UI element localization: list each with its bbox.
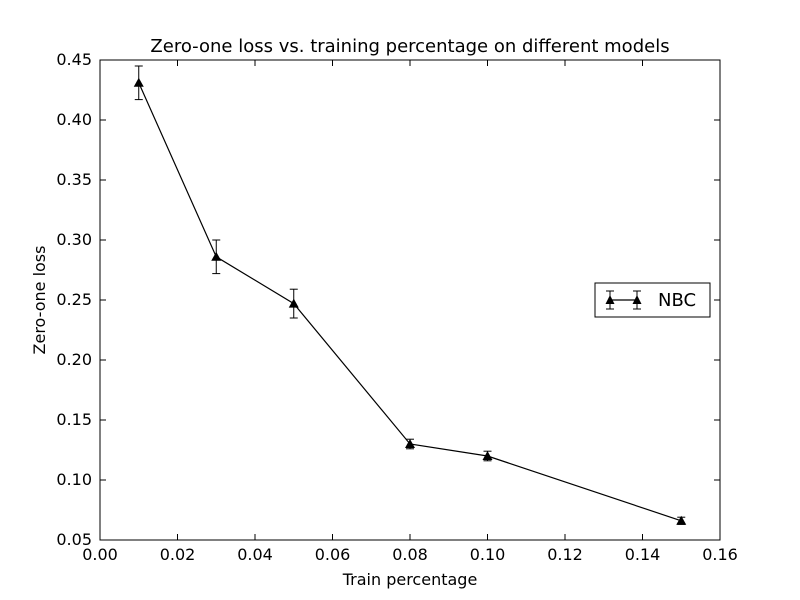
x-tick-label: 0.02: [160, 545, 196, 564]
x-axis-ticks: 0.00 0.02 0.04 0.06 0.08 0.10 0.12 0.14 0.16: [82, 60, 738, 564]
y-tick-label: 0.05: [56, 530, 92, 549]
data-point-marker: [405, 439, 415, 448]
y-axis-label: Zero-one loss: [30, 246, 49, 355]
legend-marker-left: [605, 295, 615, 304]
y-tick-label: 0.10: [56, 470, 92, 489]
x-tick-label: 0.10: [470, 545, 506, 564]
x-axis-label: Train percentage: [342, 570, 478, 589]
y-axis-ticks: 0.05 0.10 0.15 0.20 0.25 0.30 0.35 0.40 0.45: [56, 50, 720, 549]
data-point-marker: [211, 251, 222, 261]
legend-label: NBC: [658, 290, 696, 311]
x-tick-label: 0.16: [702, 545, 738, 564]
y-tick-label: 0.30: [56, 230, 92, 249]
data-point-marker: [676, 515, 687, 525]
y-tick-label: 0.15: [56, 410, 92, 429]
y-tick-label: 0.45: [56, 50, 92, 69]
series-line-nbc: [138, 82, 682, 522]
legend-marker-right: [632, 295, 642, 304]
y-tick-label: 0.25: [56, 290, 92, 309]
series-layer: [133, 65, 687, 525]
data-point-marker: [288, 298, 299, 308]
x-tick-label: 0.14: [625, 545, 661, 564]
x-tick-label: 0.08: [392, 545, 428, 564]
chart-title: Zero-one loss vs. training percentage on…: [150, 36, 669, 57]
y-tick-label: 0.40: [56, 110, 92, 129]
y-tick-label: 0.20: [56, 350, 92, 369]
x-tick-label: 0.04: [237, 545, 273, 564]
x-tick-label: 0.00: [82, 545, 118, 564]
x-tick-label: 0.06: [315, 545, 351, 564]
legend: NBC: [594, 282, 711, 318]
x-tick-label: 0.12: [547, 545, 583, 564]
data-point-marker: [133, 77, 144, 87]
data-point-marker: [482, 451, 493, 460]
y-tick-label: 0.35: [56, 170, 92, 189]
